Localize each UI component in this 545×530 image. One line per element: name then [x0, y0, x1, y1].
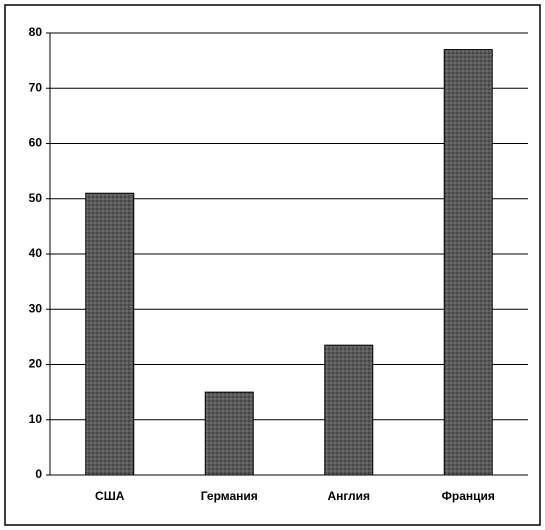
- x-tick-label: США: [95, 489, 125, 503]
- bar-texture: [205, 392, 254, 475]
- y-tick-label: 70: [29, 80, 43, 94]
- y-tick-label: 0: [35, 467, 42, 481]
- bar-texture: [85, 193, 134, 475]
- y-tick-label: 50: [29, 191, 43, 205]
- bar-texture: [324, 345, 373, 475]
- x-tick-label: Франция: [442, 489, 495, 503]
- x-tick-label: Англия: [327, 489, 370, 503]
- y-tick-label: 40: [29, 246, 43, 260]
- y-tick-label: 20: [29, 357, 43, 371]
- y-tick-label: 10: [29, 412, 43, 426]
- y-tick-label: 60: [29, 136, 43, 150]
- bar-texture: [444, 49, 493, 475]
- y-tick-label: 80: [29, 25, 43, 39]
- x-tick-label: Германия: [201, 489, 258, 503]
- y-tick-label: 30: [29, 301, 43, 315]
